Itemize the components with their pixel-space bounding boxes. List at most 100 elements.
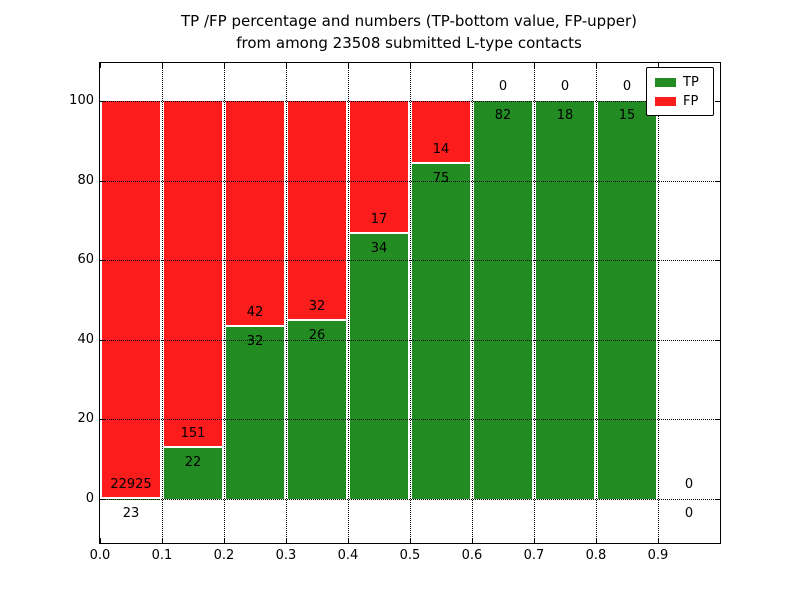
y-tick-mark	[100, 339, 105, 341]
chart-title-line1: TP /FP percentage and numbers (TP-bottom…	[181, 12, 637, 30]
legend-fp-label: FP	[683, 94, 699, 109]
bar-tp-segment	[474, 101, 532, 499]
legend-fp-swatch-icon	[655, 97, 676, 106]
y-tick-mark	[715, 260, 720, 262]
x-tick-mark	[224, 538, 225, 543]
y-tick-mark	[100, 180, 105, 182]
x-tick-mark	[534, 538, 535, 543]
x-tick-mark	[596, 538, 597, 543]
bar-tp-segment	[226, 326, 284, 499]
fp-count-label: 0	[622, 79, 632, 94]
bar-fp-segment	[102, 101, 160, 497]
y-tick-mark	[100, 101, 105, 102]
legend-item-fp: FP	[647, 92, 713, 111]
y-tick-label: 80	[77, 172, 94, 188]
chart-title: TP /FP percentage and numbers (TP-bottom…	[99, 10, 719, 54]
fp-count-label: 0	[560, 79, 570, 94]
x-tick-mark	[286, 63, 287, 68]
fp-count-label: 14	[432, 141, 450, 157]
tp-count-label: 75	[432, 170, 450, 186]
x-gridline	[658, 63, 659, 543]
y-tick-mark	[715, 339, 720, 341]
x-tick-mark	[162, 63, 163, 68]
y-tick-mark	[715, 180, 720, 182]
bar-tp-segment	[164, 448, 222, 499]
x-tick-mark	[596, 63, 597, 68]
tp-count-label: 32	[246, 333, 264, 349]
legend: TP FP	[646, 67, 714, 116]
legend-tp-label: TP	[683, 75, 699, 90]
x-tick-mark	[348, 538, 349, 543]
bar-fp-segment	[226, 101, 284, 325]
bar-tp-segment	[536, 101, 594, 499]
x-gridline	[410, 63, 411, 543]
fp-count-label: 17	[370, 211, 388, 227]
fp-count-label: 32	[308, 298, 326, 314]
x-tick-mark	[162, 538, 163, 543]
x-tick-mark	[658, 538, 659, 543]
y-tick-mark	[715, 101, 720, 102]
x-gridline	[286, 63, 287, 543]
y-tick-label: 40	[77, 331, 94, 347]
x-tick-mark	[410, 63, 411, 68]
y-tick-label: 0	[85, 491, 94, 506]
x-gridline	[472, 63, 473, 543]
x-tick-mark	[534, 63, 535, 68]
bar-fp-segment	[350, 101, 408, 232]
x-tick-mark	[224, 63, 225, 68]
x-gridline	[162, 63, 163, 543]
x-tick-label: 0.2	[213, 548, 235, 563]
x-tick-mark	[472, 538, 473, 543]
y-tick-mark	[715, 419, 720, 421]
tp-count-label: 82	[494, 108, 512, 123]
fp-count-label: 0	[684, 477, 694, 492]
y-tick-label: 60	[77, 252, 94, 268]
tp-count-label: 22	[184, 455, 202, 471]
bar-tp-segment	[288, 320, 346, 499]
bar-fp-segment	[164, 101, 222, 447]
x-tick-mark	[410, 538, 411, 543]
tp-count-label: 0	[684, 506, 694, 521]
fp-count-label: 42	[246, 304, 264, 320]
x-tick-mark	[100, 63, 101, 68]
x-tick-label: 0.1	[151, 548, 173, 563]
x-gridline	[348, 63, 349, 543]
x-gridline	[224, 63, 225, 543]
fp-count-label: 0	[498, 79, 508, 94]
x-tick-label: 0.7	[523, 548, 545, 563]
fp-count-label: 151	[180, 426, 206, 442]
x-tick-mark	[100, 538, 101, 543]
tp-count-label: 15	[618, 108, 636, 123]
bar-fp-segment	[288, 101, 346, 319]
y-tick-mark	[100, 499, 105, 500]
y-tick-label: 20	[77, 411, 94, 427]
x-tick-label: 0.4	[337, 548, 359, 563]
x-tick-mark	[658, 63, 659, 68]
x-tick-label: 0.0	[89, 548, 111, 563]
y-tick-mark	[100, 419, 105, 421]
tp-count-label: 34	[370, 240, 388, 256]
x-tick-label: 0.6	[461, 548, 483, 563]
bar-tp-segment	[598, 101, 656, 499]
chart-title-line2: from among 23508 submitted L-type contac…	[236, 34, 582, 52]
x-gridline	[596, 63, 597, 543]
x-tick-label: 0.9	[647, 548, 669, 563]
x-tick-mark	[286, 538, 287, 543]
y-tick-label: 100	[69, 93, 94, 108]
x-tick-label: 0.8	[585, 548, 607, 563]
y-tick-mark	[100, 260, 105, 262]
tp-count-label: 18	[556, 108, 574, 123]
tp-count-label: 26	[308, 327, 326, 343]
bar-tp-segment	[412, 163, 470, 499]
fp-count-label: 22925	[110, 476, 152, 492]
x-tick-label: 0.5	[399, 548, 421, 563]
plot-area: Percentage Predicted probability 0204060…	[69, 62, 721, 563]
legend-tp-swatch-icon	[655, 78, 676, 87]
x-tick-label: 0.3	[275, 548, 297, 563]
x-tick-mark	[472, 63, 473, 68]
bar-fp-segment	[412, 101, 470, 162]
legend-item-tp: TP	[647, 73, 713, 92]
x-gridline	[534, 63, 535, 543]
y-tick-mark	[715, 499, 720, 500]
